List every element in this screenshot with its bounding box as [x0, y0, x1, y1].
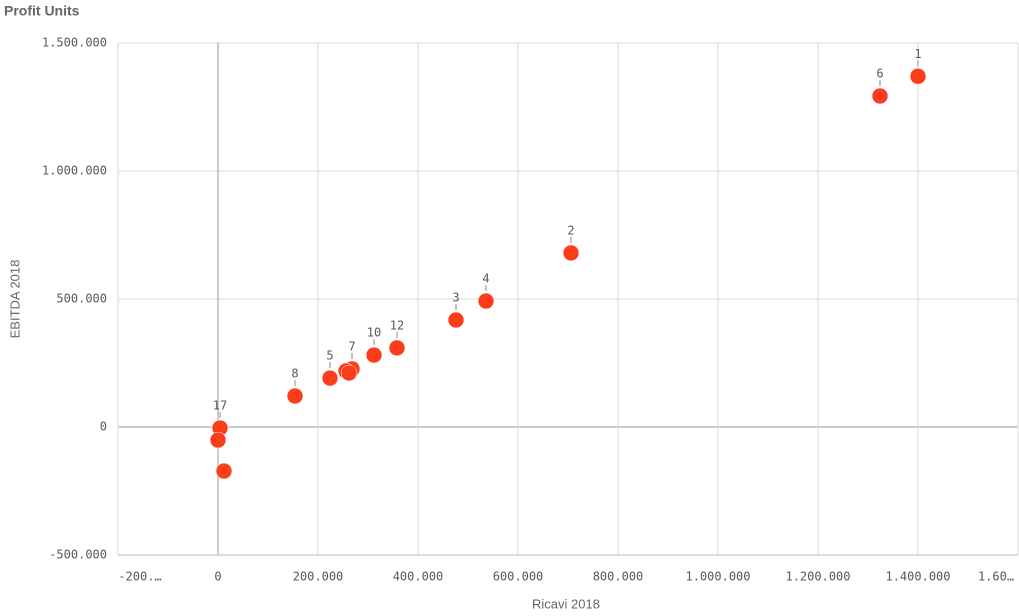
point [447, 311, 465, 329]
point-label: 8 [291, 367, 298, 381]
point-label: 5 [326, 349, 333, 363]
x-axis-label: Ricavi 2018 [532, 596, 600, 611]
point [365, 346, 383, 364]
point [215, 462, 233, 480]
x-tick-label: 0 [214, 570, 221, 584]
y-tick-label: 1.500.000 [42, 36, 107, 50]
point [286, 387, 304, 405]
point-label: 4 [482, 272, 489, 286]
x-tick-label: 800.000 [593, 570, 644, 584]
point [209, 431, 227, 449]
point [562, 244, 580, 262]
y-tick-label: 1.000.000 [42, 164, 107, 178]
point [909, 68, 927, 85]
y-tick-label: 500.000 [56, 292, 107, 306]
point-label: 2 [567, 223, 574, 237]
point [340, 364, 358, 382]
point [321, 369, 339, 387]
x-tick-label: 400.000 [393, 570, 444, 584]
point-label: 6 [876, 66, 883, 80]
chart-title: Profit Units [4, 3, 80, 19]
point-label: 17 [213, 399, 227, 413]
y-tick-label: -500.000 [49, 548, 107, 562]
point-label: 7 [348, 339, 355, 353]
x-tick-label: 1.000.000 [685, 570, 750, 584]
point [477, 292, 495, 310]
y-tick-label: 0 [100, 420, 107, 434]
point-label: 12 [390, 318, 404, 332]
x-tick-label: 1.60… [978, 570, 1014, 584]
point-label: 1 [914, 47, 921, 61]
x-tick-label: 1.400.000 [885, 570, 950, 584]
x-tick-label: 200.000 [293, 570, 344, 584]
y-axis-label: EBITDA 2018 [7, 260, 22, 339]
point-label: 3 [452, 290, 459, 304]
point [871, 87, 889, 105]
point-label: 10 [367, 326, 381, 340]
x-tick-label: 1.200.000 [785, 570, 850, 584]
point [388, 339, 406, 357]
x-tick-label: 600.000 [493, 570, 544, 584]
x-tick-label: -200.… [118, 570, 161, 584]
